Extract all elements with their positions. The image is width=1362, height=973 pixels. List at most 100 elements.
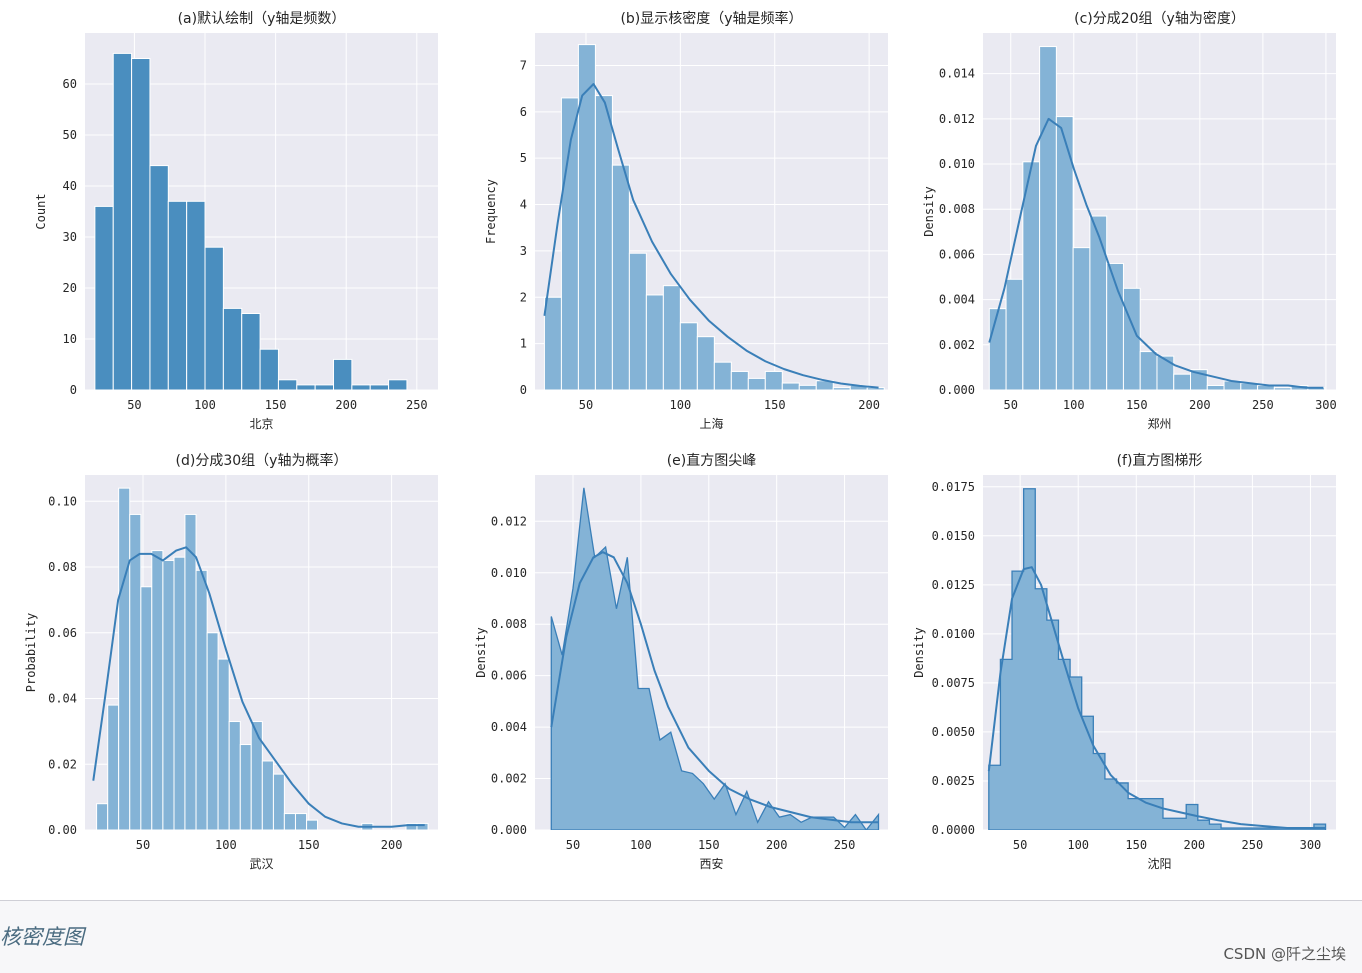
hist-bar: [296, 384, 316, 390]
hist-bar: [217, 658, 230, 830]
hist-bar: [416, 822, 429, 830]
hist-bar: [206, 632, 219, 830]
x-tick-label: 100: [670, 398, 692, 412]
hist-bar: [832, 387, 851, 390]
hist-bar: [259, 348, 279, 390]
hist-bar: [1005, 278, 1024, 390]
hist-bar: [1156, 355, 1175, 390]
hist-bar: [118, 487, 131, 830]
plot-area: [92, 487, 429, 830]
hist-bar: [167, 200, 188, 390]
hist-bar: [107, 704, 120, 830]
x-tick-label: 250: [1242, 838, 1264, 852]
hist-bar: [162, 559, 175, 830]
y-tick-label: 0.008: [491, 617, 527, 631]
x-tick-label: 300: [1300, 838, 1322, 852]
hist-bar: [131, 58, 151, 390]
x-tick-label: 150: [298, 838, 320, 852]
panel-c: 50 100 150 200 250 300 0.000 0.002 0.004 0.006 0.0…: [922, 10, 1337, 431]
x-tick-label: 300: [1315, 398, 1337, 412]
kde-line: [92, 546, 425, 828]
hist-bar: [1173, 373, 1192, 390]
y-tick-label: 0.0100: [932, 627, 975, 641]
x-tick-label: 200: [766, 838, 788, 852]
y-axis-label: Density: [474, 627, 488, 678]
panel-title: (c)分成20组（y轴为密度）: [1074, 10, 1245, 27]
y-tick-label: 0.002: [939, 338, 975, 352]
hist-bar: [239, 744, 252, 830]
x-tick-label: 50: [566, 838, 580, 852]
x-tick-label: 100: [194, 398, 216, 412]
panel-title: (d)分成30组（y轴为概率）: [176, 452, 348, 469]
watermark-text: CSDN @阡之尘埃: [1223, 945, 1346, 963]
y-tick-label: 0.0075: [932, 676, 975, 690]
y-tick-label: 0.000: [939, 383, 975, 397]
hist-bar: [129, 513, 142, 830]
y-tick-label: 0.012: [491, 514, 527, 528]
x-axis-label: 郑州: [1147, 416, 1171, 431]
hist-bar: [645, 294, 664, 390]
y-tick-label: 0: [520, 383, 527, 397]
hist-bar: [261, 760, 274, 830]
y-tick-label: 0.002: [491, 772, 527, 786]
y-tick-label: 0.008: [939, 202, 975, 216]
panel-title: (f)直方图梯形: [1117, 452, 1203, 469]
hist-bar: [250, 721, 263, 830]
x-tick-label: 50: [136, 838, 150, 852]
hist-bar: [1039, 46, 1057, 390]
y-tick-label: 0.06: [48, 626, 77, 640]
x-tick-label: 150: [1126, 398, 1148, 412]
panel-title: (a)默认绘制（y轴是频数）: [178, 11, 346, 27]
kde-line: [987, 566, 1326, 830]
y-tick-label: 0.0050: [932, 725, 975, 739]
y-tick-label: 10: [63, 332, 77, 346]
panel-title: (b)显示核密度（y轴是频率）: [620, 10, 802, 27]
y-tick-label: 0.000: [491, 823, 527, 837]
hist-bar: [149, 165, 169, 390]
hist-bar: [798, 384, 817, 390]
hist-bar: [186, 200, 206, 390]
hist-bar: [747, 377, 766, 390]
hist-bar: [314, 384, 335, 390]
plot-area: [987, 488, 1327, 830]
hist-poly: [550, 487, 880, 830]
y-tick-label: 4: [520, 198, 527, 212]
hist-bar: [228, 721, 241, 830]
y-tick-label: 0.0000: [932, 823, 975, 837]
hist-bar: [988, 308, 1007, 390]
x-axis-label: 西安: [699, 856, 723, 871]
y-tick-label: 0.04: [48, 692, 77, 706]
hist-bar: [195, 569, 208, 830]
x-axis-label: 北京: [249, 417, 273, 431]
x-tick-label: 250: [834, 838, 856, 852]
hist-bar: [1072, 247, 1091, 390]
hist-bar: [222, 307, 243, 390]
hist-bar: [611, 164, 630, 390]
y-tick-label: 0.00: [48, 823, 77, 837]
hist-bar: [140, 586, 153, 830]
y-tick-label: 3: [520, 244, 527, 258]
hist-bar: [351, 384, 371, 390]
plot-area: [550, 487, 880, 830]
hist-bar: [1122, 287, 1141, 390]
hist-bar: [96, 803, 109, 830]
x-tick-label: 50: [127, 398, 141, 412]
y-tick-label: 20: [63, 281, 77, 295]
panel-b: 50 100 150 200 0 1 2 3 4 5 6 7 (b)显示核密度（y轴是频率） 上海 Freq…: [484, 10, 888, 431]
hist-bar: [94, 205, 114, 390]
hist-bar: [679, 322, 698, 390]
x-tick-label: 50: [1004, 398, 1018, 412]
x-tick-label: 200: [335, 398, 357, 412]
y-tick-label: 0.014: [939, 67, 975, 81]
y-tick-label: 0.0125: [932, 578, 975, 592]
y-tick-label: 0.012: [939, 112, 975, 126]
hist-bar: [333, 358, 353, 390]
y-axis-label: Density: [912, 627, 926, 678]
x-tick-label: 150: [764, 398, 786, 412]
y-tick-label: 0.0150: [932, 529, 975, 543]
y-tick-label: 0: [70, 383, 77, 397]
figure: 50 100 150 200 2500102030405060(a)默认绘制（y轴是频数…: [24, 10, 1337, 871]
hist-bar: [241, 313, 261, 390]
hist-bar: [1206, 384, 1225, 390]
x-tick-label: 250: [1252, 398, 1274, 412]
